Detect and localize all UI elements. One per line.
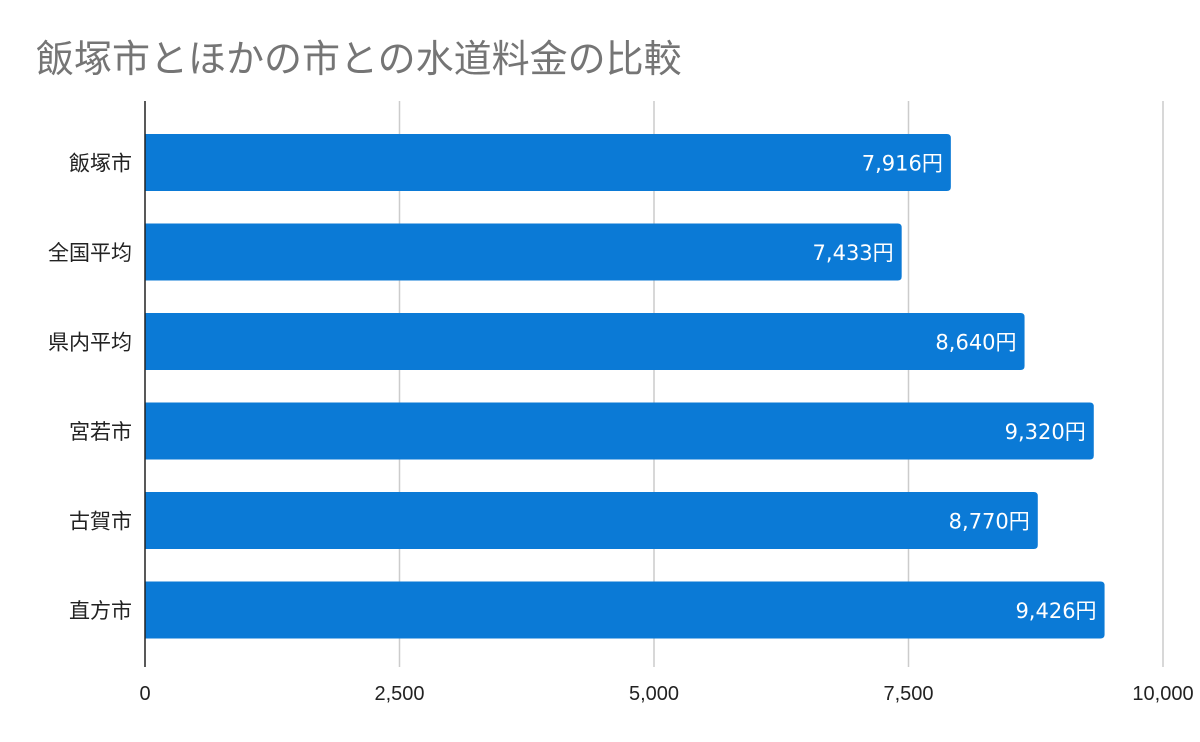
category-label: 古賀市 — [69, 510, 132, 534]
x-tick-label: 10,000 — [1132, 683, 1193, 705]
grid-lines — [398, 101, 1164, 667]
data-label: 7,433円 — [813, 241, 894, 265]
data-label: 8,770円 — [949, 510, 1030, 534]
bars — [145, 134, 1105, 639]
data-label: 7,916円 — [862, 152, 943, 176]
chart-title: 飯塚市とほかの市との水道料金の比較 — [36, 37, 682, 81]
category-label: 県内平均 — [48, 331, 132, 355]
bar — [145, 134, 951, 191]
x-tick-label: 2,500 — [374, 683, 424, 705]
x-tick-label: 5,000 — [629, 683, 679, 705]
bar — [145, 313, 1025, 370]
x-tick-label: 0 — [139, 683, 150, 705]
data-label: 9,320円 — [1005, 420, 1086, 444]
bar — [145, 581, 1105, 639]
bar — [145, 402, 1094, 460]
category-label: 飯塚市 — [69, 152, 132, 176]
data-label: 9,426円 — [1015, 599, 1096, 623]
x-tick-label: 7,500 — [883, 683, 933, 705]
bar — [145, 492, 1038, 549]
category-label: 直方市 — [69, 599, 132, 623]
bar — [145, 223, 902, 281]
category-label: 全国平均 — [48, 241, 132, 265]
category-label: 宮若市 — [69, 420, 132, 444]
data-label: 8,640円 — [935, 331, 1016, 355]
